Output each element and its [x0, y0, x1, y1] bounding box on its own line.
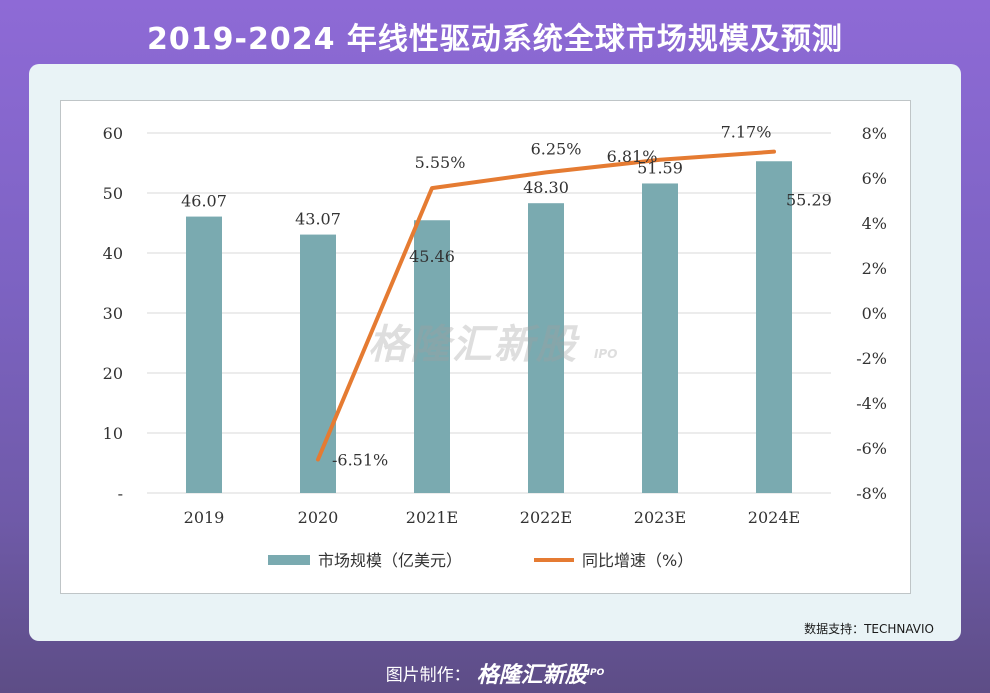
chart: - 10 20 30 40 50 60 -8% -6% -4% -2% 0% 2% 4% 6% 8% 2019 2… [103, 123, 887, 570]
chart-frame: - 10 20 30 40 50 60 -8% -6% -4% -2% 0% 2% 4% 6% 8% 2019 2… [60, 100, 911, 594]
y-right-tick-label: 8% [862, 124, 887, 143]
legend-line-label: 同比增速（%） [582, 551, 693, 570]
bar-value-label: 51.59 [637, 158, 683, 177]
x-tick-label: 2019 [184, 508, 225, 527]
watermark-text: 格隆汇新股 [368, 322, 578, 368]
bar [186, 216, 222, 493]
y-right-tick-label: -4% [856, 394, 887, 413]
x-tick-label: 2021E [406, 508, 458, 527]
y-right-tick-label: -8% [856, 484, 887, 503]
source-note: 数据支持：TECHNAVIO [804, 622, 934, 636]
legend-bar-label: 市场规模（亿美元） [318, 551, 462, 570]
y-right-tick-label: 0% [862, 304, 887, 323]
growth-line [316, 149, 776, 462]
y-left-tick-label: 60 [103, 124, 123, 143]
bar-value-label: 55.29 [786, 190, 832, 209]
x-tick-label: 2024E [748, 508, 800, 527]
bar-value-label: 43.07 [295, 210, 341, 229]
bar-value-label: 46.07 [181, 192, 227, 211]
bar [414, 220, 450, 493]
line-value-label: 6.81% [607, 147, 658, 166]
bar-value-label: 45.46 [409, 247, 455, 266]
y-left-tick-label: 30 [103, 304, 123, 323]
line-value-label: 7.17% [721, 123, 772, 142]
y-left-tick-label: 50 [103, 184, 123, 203]
legend-bar-swatch [268, 555, 310, 565]
bar [528, 203, 564, 493]
x-tick-label: 2023E [634, 508, 686, 527]
y-right-tick-label: -6% [856, 439, 887, 458]
x-tick-label: 2020 [298, 508, 339, 527]
y-left-tick-label: - [118, 484, 123, 503]
y-left-tick-label: 40 [103, 244, 123, 263]
footer-logo-sub: IPO [586, 668, 605, 678]
y-right-tick-label: 6% [862, 169, 887, 188]
bar [642, 183, 678, 493]
bar [756, 161, 792, 493]
y-left-tick-label: 10 [103, 424, 123, 443]
watermark-sub: IPO [593, 347, 618, 361]
bar [300, 234, 336, 493]
y-right-tick-label: 2% [862, 259, 887, 278]
y-left-tick-label: 20 [103, 364, 123, 383]
footer-label: 图片制作： [385, 665, 471, 686]
watermark: 格隆汇新股 IPO [368, 312, 617, 370]
footer-logo: 格隆汇新股 [476, 663, 587, 688]
y-right-tick-label: 4% [862, 214, 887, 233]
y-right-tick-label: -2% [856, 349, 887, 368]
page-title: 2019-2024 年线性驱动系统全球市场规模及预测 [147, 22, 843, 57]
footer: 图片制作： 格隆汇新股IPO [0, 657, 990, 689]
bar-value-label: 48.30 [523, 178, 569, 197]
line-value-label: 5.55% [415, 153, 466, 172]
line-value-label: 6.25% [531, 139, 582, 158]
x-tick-label: 2022E [520, 508, 572, 527]
line-value-label: -6.51% [332, 450, 388, 469]
